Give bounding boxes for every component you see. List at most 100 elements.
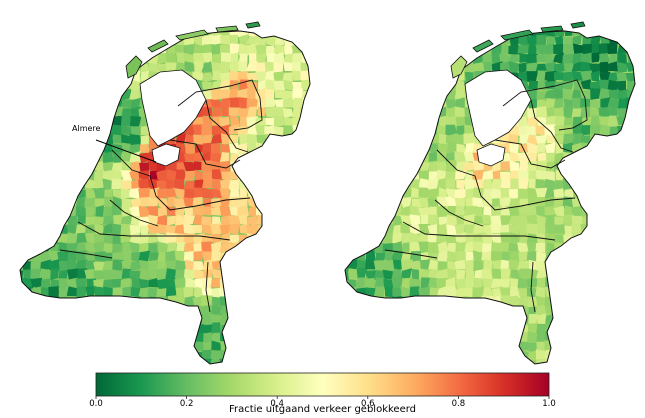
municipality (140, 134, 149, 146)
municipality (94, 64, 106, 73)
municipality (419, 349, 431, 361)
municipality (482, 17, 493, 27)
municipality (291, 278, 303, 289)
municipality (20, 124, 25, 137)
municipality (183, 305, 195, 317)
municipality (634, 79, 635, 92)
municipality (157, 188, 169, 200)
municipality (283, 143, 295, 154)
municipality (264, 31, 276, 37)
municipality (392, 88, 404, 99)
municipality (636, 296, 645, 308)
municipality (581, 205, 591, 217)
municipality (300, 115, 310, 128)
municipality (347, 232, 358, 245)
municipality (481, 214, 493, 225)
municipality (564, 277, 575, 289)
municipality (75, 360, 88, 364)
municipality (48, 350, 59, 361)
municipality (247, 333, 259, 344)
municipality (364, 79, 377, 91)
municipality (284, 358, 294, 364)
municipality (419, 295, 431, 307)
municipality (355, 331, 368, 344)
municipality (67, 358, 78, 364)
municipality (526, 142, 539, 155)
municipality (481, 269, 493, 280)
municipality (626, 304, 635, 317)
municipality (120, 35, 132, 46)
municipality (607, 79, 618, 92)
municipality (491, 250, 502, 262)
municipality (148, 214, 159, 226)
municipality (409, 34, 420, 47)
municipality (365, 313, 376, 326)
municipality (581, 178, 592, 191)
municipality (527, 331, 537, 344)
annotation-almere: Almere (72, 124, 101, 133)
municipality (48, 116, 60, 127)
municipality (57, 187, 70, 200)
municipality (40, 98, 51, 110)
municipality (238, 295, 249, 308)
municipality (391, 341, 403, 353)
municipality (282, 188, 295, 198)
municipality (31, 151, 42, 163)
municipality (20, 52, 24, 65)
municipality (166, 18, 176, 26)
municipality (192, 332, 205, 343)
municipality (20, 79, 24, 91)
municipality (220, 333, 231, 342)
municipality (365, 70, 376, 83)
municipality (346, 252, 359, 262)
municipality (201, 306, 214, 317)
municipality (57, 63, 69, 74)
municipality (465, 322, 476, 334)
municipality (418, 359, 430, 364)
municipality (599, 197, 610, 207)
municipality (410, 106, 421, 118)
municipality (22, 135, 33, 145)
municipality (616, 358, 628, 364)
municipality (618, 225, 628, 236)
municipality (32, 359, 42, 364)
municipality (428, 323, 440, 335)
municipality (84, 160, 95, 173)
municipality (229, 115, 241, 127)
municipality (76, 134, 87, 146)
municipality (509, 143, 519, 154)
municipality (273, 71, 286, 83)
municipality (410, 89, 420, 101)
municipality (246, 43, 258, 56)
municipality (636, 350, 645, 360)
municipality (455, 170, 467, 180)
municipality (348, 268, 358, 279)
municipality (590, 70, 601, 82)
municipality (301, 270, 310, 280)
municipality (355, 161, 368, 172)
municipality (616, 287, 628, 299)
municipality (95, 205, 105, 218)
municipality (93, 349, 105, 361)
municipality (626, 116, 635, 127)
municipality (454, 188, 467, 200)
municipality (255, 286, 268, 299)
municipality (49, 178, 61, 189)
municipality (93, 88, 104, 100)
municipality (282, 278, 295, 290)
municipality (93, 286, 106, 298)
municipality (627, 169, 635, 182)
municipality (273, 205, 285, 218)
municipality (598, 205, 609, 218)
municipality (129, 261, 142, 272)
municipality (311, 315, 321, 324)
municipality (544, 178, 556, 190)
municipality (617, 143, 628, 155)
municipality (554, 314, 566, 324)
municipality (527, 17, 538, 26)
municipality (393, 314, 402, 325)
municipality (599, 241, 611, 254)
municipality (48, 162, 60, 171)
municipality (465, 142, 475, 153)
municipality (625, 124, 635, 136)
